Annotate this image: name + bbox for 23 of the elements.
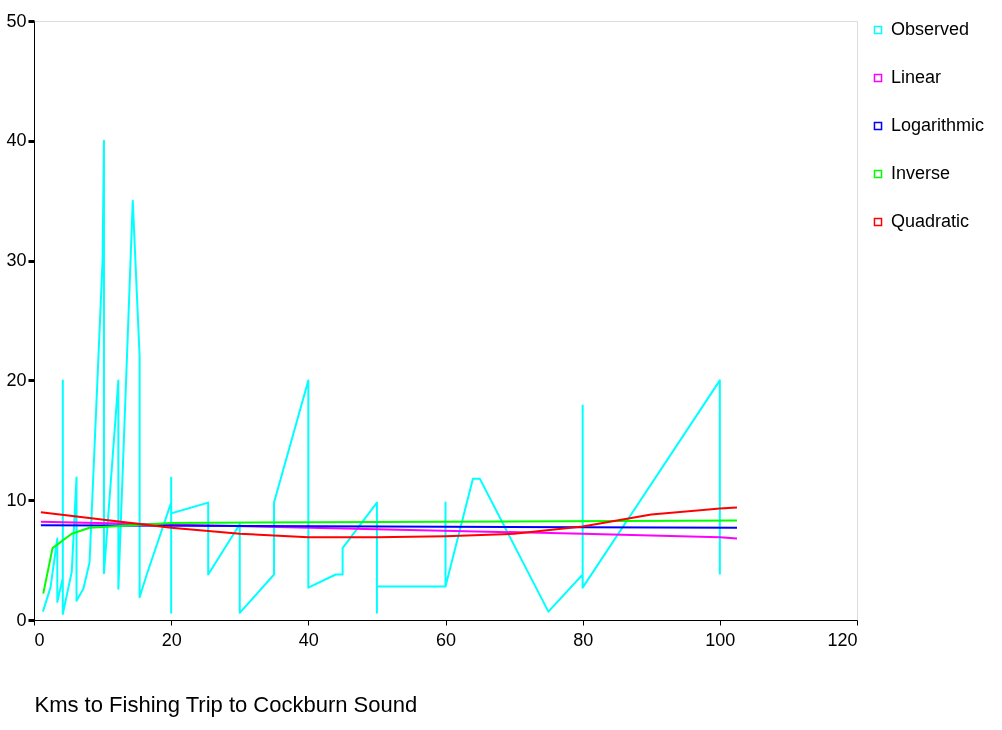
x-tick-label: 100 xyxy=(705,629,736,650)
y-tick-label: 0 xyxy=(16,609,27,630)
x-axis-title: Kms to Fishing Trip to Cockburn Sound xyxy=(34,691,418,717)
y-tick-label: 10 xyxy=(6,489,27,510)
x-tick-label: 60 xyxy=(435,629,457,650)
legend-label: Quadratic xyxy=(891,211,970,231)
x-tick-label: 0 xyxy=(34,629,45,650)
x-tick-label: 80 xyxy=(573,629,594,650)
line-series xyxy=(41,139,721,616)
line-series xyxy=(42,519,738,595)
legend-label: Logarithmic xyxy=(891,115,985,135)
x-tick-label: 120 xyxy=(827,629,858,650)
y-tick-label: 50 xyxy=(6,10,27,31)
y-tick-label: 20 xyxy=(6,369,27,390)
y-tick-label: 40 xyxy=(6,130,27,151)
legend-label: Linear xyxy=(891,67,942,87)
legend-label: Observed xyxy=(891,19,970,39)
line-series xyxy=(39,520,738,540)
y-tick-label: 30 xyxy=(6,250,27,271)
legend-label: Inverse xyxy=(891,163,951,183)
x-tick-label: 40 xyxy=(298,629,319,650)
x-tick-label: 20 xyxy=(161,629,182,650)
line-series xyxy=(39,506,738,539)
